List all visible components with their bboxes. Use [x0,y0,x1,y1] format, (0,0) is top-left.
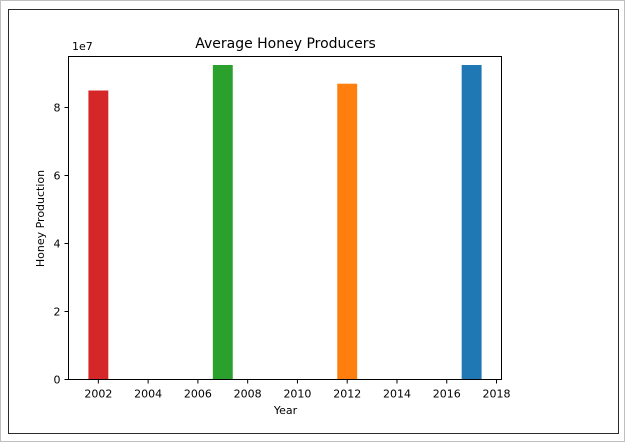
x-tick-label-2006: 2006 [184,388,212,401]
bars-layer [88,65,482,380]
x-tick-label-2010: 2010 [283,388,311,401]
x-tick-label-2016: 2016 [433,388,461,401]
x-ticks-layer: 2002 2004 2006 2008 2010 2012 2014 2016 2018 [84,379,511,401]
x-axis-label: Year [273,404,298,417]
y-axis-offset-label: 1e7 [72,40,93,53]
x-tick-label-2008: 2008 [234,388,262,401]
bar-2002 [88,90,109,380]
x-tick-label-2018: 2018 [483,388,511,401]
y-tick-label-6: 6 [54,170,61,183]
x-tick-label-2014: 2014 [383,388,411,401]
y-tick-label-0: 0 [54,374,61,387]
y-tick-label-4: 4 [54,238,61,251]
y-tick-label-8: 8 [54,102,61,115]
y-axis-label: Honey Production [34,170,47,267]
bar-2012 [337,83,358,380]
bar-2007 [212,65,233,380]
chart-title: Average Honey Producers [195,36,376,52]
x-tick-label-2004: 2004 [134,388,162,401]
y-ticks-layer: 0 2 4 6 8 [54,102,69,387]
inner-border [8,9,619,434]
plot-area-frame [68,56,502,380]
x-tick-label-2002: 2002 [84,388,112,401]
x-tick-label-2012: 2012 [333,388,361,401]
bar-2017 [461,65,482,380]
y-tick-label-2: 2 [54,306,61,319]
